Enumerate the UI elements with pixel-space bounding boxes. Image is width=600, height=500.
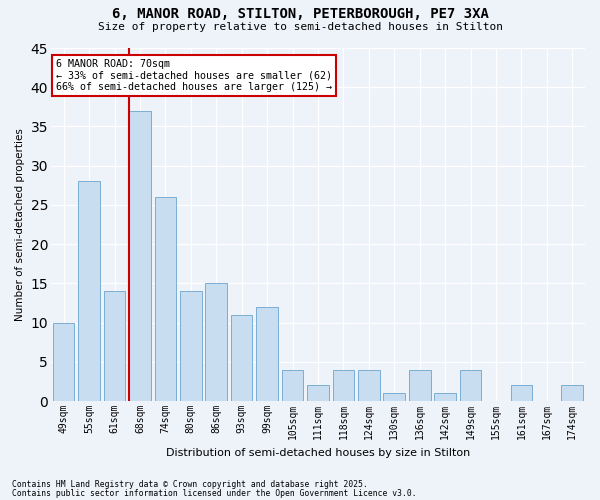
Bar [332, 370, 354, 401]
X-axis label: Distribution of semi-detached houses by size in Stilton: Distribution of semi-detached houses by … [166, 448, 470, 458]
Bar [307, 386, 329, 401]
Bar [231, 315, 253, 401]
Bar [256, 307, 278, 401]
Bar [409, 370, 431, 401]
Bar [460, 370, 481, 401]
Bar [511, 386, 532, 401]
Text: 6 MANOR ROAD: 70sqm
← 33% of semi-detached houses are smaller (62)
66% of semi-d: 6 MANOR ROAD: 70sqm ← 33% of semi-detach… [56, 58, 332, 92]
Bar [53, 322, 74, 401]
Bar [129, 111, 151, 401]
Bar [205, 284, 227, 401]
Text: Size of property relative to semi-detached houses in Stilton: Size of property relative to semi-detach… [97, 22, 503, 32]
Bar [155, 197, 176, 401]
Bar [358, 370, 380, 401]
Bar [383, 394, 405, 401]
Text: Contains HM Land Registry data © Crown copyright and database right 2025.: Contains HM Land Registry data © Crown c… [12, 480, 368, 489]
Bar [282, 370, 304, 401]
Bar [104, 292, 125, 401]
Y-axis label: Number of semi-detached properties: Number of semi-detached properties [15, 128, 25, 321]
Bar [562, 386, 583, 401]
Text: 6, MANOR ROAD, STILTON, PETERBOROUGH, PE7 3XA: 6, MANOR ROAD, STILTON, PETERBOROUGH, PE… [112, 8, 488, 22]
Bar [180, 292, 202, 401]
Bar [78, 182, 100, 401]
Text: Contains public sector information licensed under the Open Government Licence v3: Contains public sector information licen… [12, 489, 416, 498]
Bar [434, 394, 456, 401]
